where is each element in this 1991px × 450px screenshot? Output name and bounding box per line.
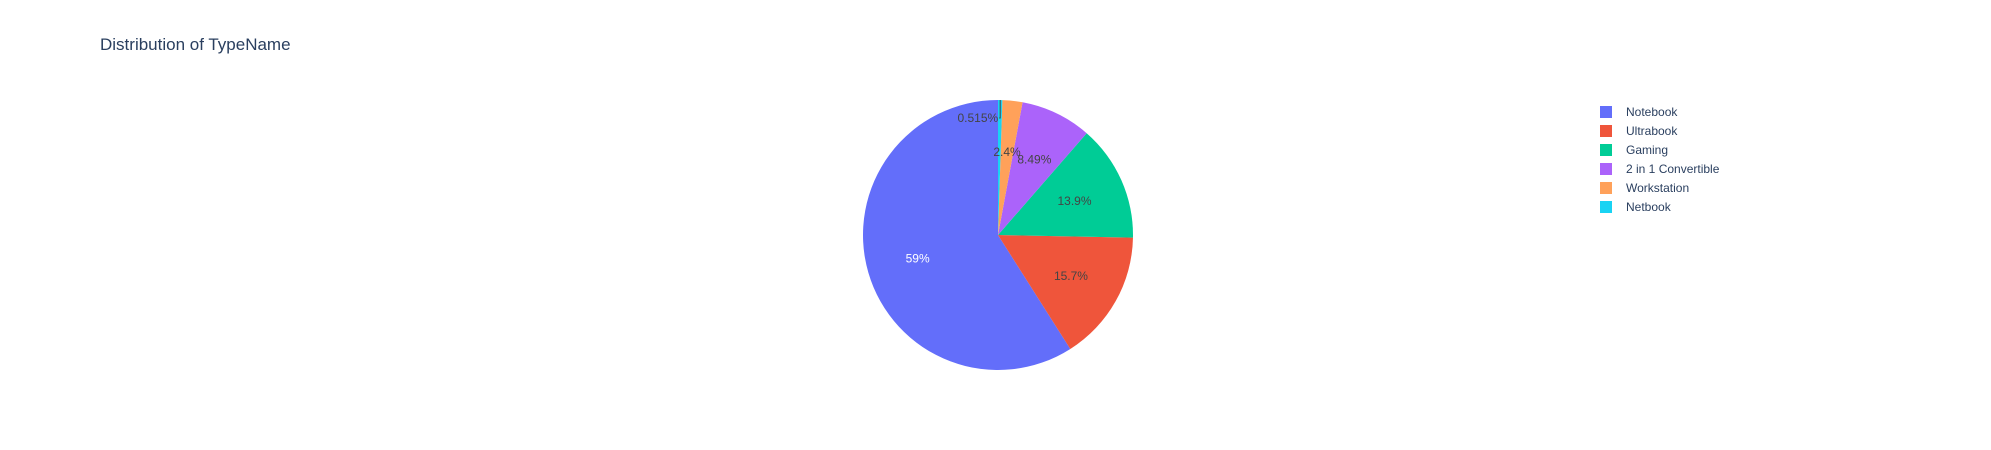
slice-label-2-in-1-convertible: 8.49% bbox=[1017, 153, 1051, 167]
pie-slice-netbook[interactable] bbox=[998, 100, 1003, 235]
legend-swatch-ultrabook bbox=[1600, 125, 1612, 137]
slice-label-workstation: 2.4% bbox=[993, 145, 1021, 159]
legend-swatch-gaming bbox=[1600, 144, 1612, 156]
pie-slice-notebook[interactable] bbox=[862, 100, 1071, 371]
pie-slice-gaming[interactable] bbox=[998, 133, 1134, 238]
slice-leader-line-netbook bbox=[999, 100, 1001, 119]
legend-item-netbook[interactable]: Netbook bbox=[1600, 200, 1672, 214]
legend-item-notebook[interactable]: Notebook bbox=[1600, 105, 1678, 119]
pie-slice-2-in-1-convertible[interactable] bbox=[998, 102, 1087, 236]
legend-label-workstation: Workstation bbox=[1626, 181, 1689, 195]
legend-item-2-in-1-convertible[interactable]: 2 in 1 Convertible bbox=[1600, 162, 1720, 176]
legend-swatch-2-in-1-convertible bbox=[1600, 163, 1612, 175]
legend-label-netbook: Netbook bbox=[1626, 200, 1672, 214]
legend-label-gaming: Gaming bbox=[1626, 143, 1668, 157]
legend-label-ultrabook: Ultrabook bbox=[1626, 124, 1678, 138]
legend-label-2-in-1-convertible: 2 in 1 Convertible bbox=[1626, 162, 1720, 176]
legend-item-ultrabook[interactable]: Ultrabook bbox=[1600, 124, 1678, 138]
legend-item-workstation[interactable]: Workstation bbox=[1600, 181, 1689, 195]
pie-slice-workstation[interactable] bbox=[998, 100, 1023, 235]
legend-swatch-netbook bbox=[1600, 201, 1612, 213]
slice-label-ultrabook: 15.7% bbox=[1054, 269, 1088, 283]
pie-slices bbox=[862, 100, 1134, 371]
legend-swatch-workstation bbox=[1600, 182, 1612, 194]
pie-slice-ultrabook[interactable] bbox=[998, 235, 1133, 349]
legend-label-notebook: Notebook bbox=[1626, 105, 1678, 119]
slice-label-netbook: 0.515% bbox=[957, 111, 998, 125]
chart-title: Distribution of TypeName bbox=[100, 35, 291, 54]
legend-swatch-notebook bbox=[1600, 106, 1612, 118]
legend: Notebook Ultrabook Gaming 2 in 1 Convertibl… bbox=[1600, 105, 1720, 214]
slice-label-notebook: 59% bbox=[906, 251, 930, 265]
pie-slice-labels: 59% 15.7% 13.9% 8.49%2.4% 0.515% bbox=[906, 100, 1092, 283]
slice-label-gaming: 13.9% bbox=[1057, 194, 1091, 208]
legend-item-gaming[interactable]: Gaming bbox=[1600, 143, 1668, 157]
